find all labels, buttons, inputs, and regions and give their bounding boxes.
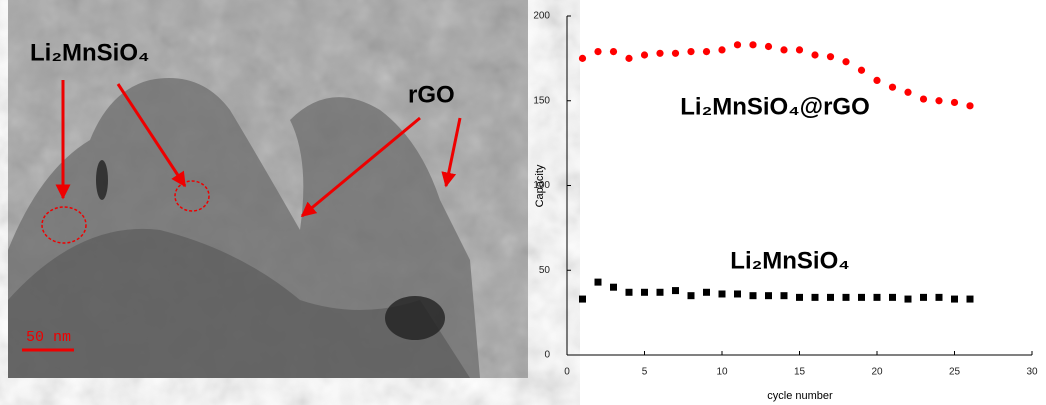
point (873, 76, 881, 85)
point (857, 66, 866, 74)
point (579, 295, 586, 303)
image-label: Li₂MnSiO₄ (30, 39, 149, 66)
point (904, 88, 912, 96)
point (935, 97, 943, 105)
point (889, 293, 896, 301)
point (842, 58, 850, 66)
point (873, 293, 881, 301)
x-tick-label: 25 (949, 367, 961, 378)
point (935, 293, 943, 301)
scale-label: 50 nm (26, 329, 71, 346)
point (718, 290, 726, 298)
point (656, 49, 664, 57)
point (702, 47, 711, 56)
point (610, 283, 617, 291)
point (625, 288, 633, 296)
y-tick-label: 200 (533, 11, 550, 22)
point (640, 51, 649, 59)
point (827, 293, 834, 301)
image-label: rGO (408, 81, 455, 108)
point (594, 47, 602, 56)
point (919, 95, 928, 103)
point (671, 49, 680, 57)
point (672, 287, 679, 295)
y-tick-label: 150 (533, 95, 550, 106)
point (826, 53, 835, 61)
point (888, 83, 897, 91)
point (765, 292, 772, 300)
point (625, 54, 633, 62)
point (920, 293, 927, 301)
x-tick-label: 15 (794, 367, 806, 378)
point (950, 98, 959, 107)
y-tick-label: 0 (544, 350, 550, 361)
series-label: Li₂MnSiO₄@rGO (680, 93, 870, 120)
point (578, 54, 587, 62)
point (795, 46, 804, 54)
y-tick-label: 100 (533, 180, 550, 191)
point (966, 102, 974, 110)
x-tick-label: 30 (1026, 367, 1038, 378)
point (749, 41, 757, 49)
point (764, 42, 773, 51)
y-axis-label: Capacity (534, 164, 546, 207)
point (594, 278, 602, 286)
x-tick-label: 0 (564, 367, 570, 378)
point (858, 293, 865, 301)
point (749, 292, 757, 300)
point (780, 46, 788, 54)
point (811, 293, 819, 301)
point (718, 46, 726, 54)
point (951, 295, 958, 303)
point (842, 293, 850, 301)
point (811, 51, 819, 59)
y-tick-label: 50 (539, 265, 551, 276)
x-tick-label: 5 (642, 367, 648, 378)
series-label: Li₂MnSiO₄ (730, 247, 849, 274)
point (734, 290, 741, 298)
point (904, 295, 912, 303)
point (656, 288, 664, 296)
point (733, 41, 742, 49)
point (703, 288, 710, 296)
point (687, 292, 695, 300)
point (687, 47, 695, 56)
point (609, 47, 618, 56)
point (780, 292, 788, 300)
x-tick-label: 20 (871, 367, 883, 378)
point (966, 295, 974, 303)
x-tick-label: 10 (716, 367, 728, 378)
tem-image: Li₂MnSiO₄ rGO 50 nm (8, 0, 528, 378)
point (641, 288, 648, 296)
x-axis-label: cycle number (767, 390, 833, 402)
point (796, 293, 803, 301)
